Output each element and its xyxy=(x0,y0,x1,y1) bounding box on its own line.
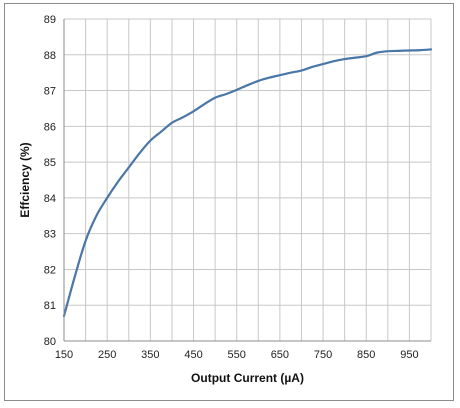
y-tick-label: 86 xyxy=(44,121,56,133)
efficiency-series-line xyxy=(62,48,433,318)
y-tick-label: 84 xyxy=(44,193,56,205)
efficiency-line-chart: 80 81 82 83 84 85 86 87 88 89 150 250 350 450 550 650 75… xyxy=(18,14,433,385)
x-tick-label: 250 xyxy=(98,349,116,361)
y-tick-label: 82 xyxy=(44,264,56,276)
x-tick-label: 550 xyxy=(228,349,246,361)
y-tick-label: 83 xyxy=(44,229,56,241)
y-tick-label: 85 xyxy=(44,157,56,169)
axis-layer xyxy=(63,19,431,342)
grid-lines xyxy=(63,18,432,342)
y-tick-label: 88 xyxy=(44,50,56,62)
x-tick-label: 950 xyxy=(400,349,418,361)
series-layer xyxy=(62,48,433,318)
chart-frame: 80 81 82 83 84 85 86 87 88 89 150 250 350 450 550 650 75… xyxy=(4,3,454,401)
x-tick-label: 650 xyxy=(271,349,289,361)
y-tick-label: 87 xyxy=(44,86,56,98)
x-tick-label: 450 xyxy=(184,349,202,361)
y-tick-label: 89 xyxy=(44,14,56,26)
x-tick-label: 150 xyxy=(55,349,73,361)
x-tick-label: 350 xyxy=(141,349,159,361)
y-tick-label: 80 xyxy=(44,336,56,348)
y-axis-title: Effciency (%) xyxy=(18,142,32,217)
x-axis-title: Output Current (µA) xyxy=(191,371,304,385)
x-tick-label: 850 xyxy=(357,349,375,361)
x-tick-label: 750 xyxy=(314,349,332,361)
y-tick-label: 81 xyxy=(44,300,56,312)
tick-labels: 80 81 82 83 84 85 86 87 88 89 150 250 350 450 550 650 75… xyxy=(44,14,419,361)
